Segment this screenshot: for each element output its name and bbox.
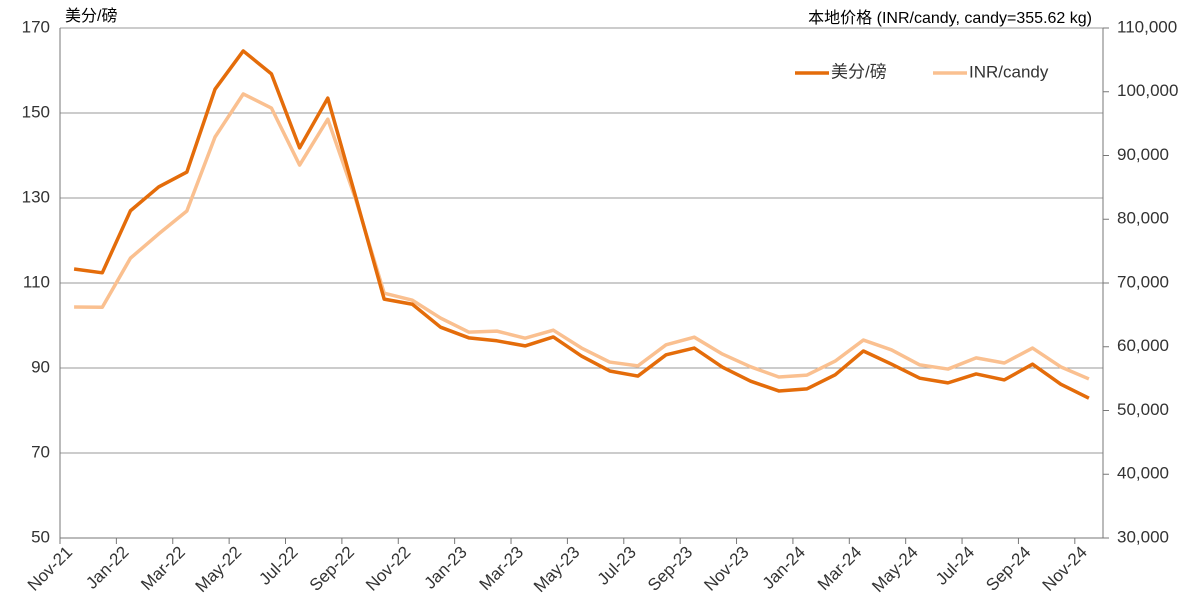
x-tick-label: Mar-23	[476, 543, 528, 595]
y-tick-label: 130	[22, 187, 50, 206]
x-tick-label: May-24	[868, 543, 922, 597]
y-tick-label: 70	[31, 442, 50, 461]
x-tick-label: May-22	[192, 543, 246, 597]
x-tick-label: Sep-22	[306, 543, 358, 595]
y-axis-label: 美分/磅	[65, 7, 117, 25]
x-tick-label: Mar-22	[137, 543, 189, 595]
x-tick-label: Jan-22	[82, 543, 132, 593]
y-tick-label: 90	[31, 357, 50, 376]
legend-label: INR/candy	[969, 62, 1049, 81]
x-tick-label: Nov-21	[24, 543, 76, 595]
y2-axis-label: 本地价格 (INR/candy, candy=355.62 kg)	[808, 9, 1092, 27]
y2-tick-label: 90,000	[1117, 145, 1169, 164]
x-tick-label: Nov-23	[700, 543, 752, 595]
series-line	[74, 92, 1090, 381]
y-tick-label: 110	[23, 272, 50, 291]
x-tick-label: Sep-23	[644, 543, 696, 595]
y2-tick-label: 100,000	[1117, 81, 1178, 100]
y2-tick-label: 80,000	[1117, 209, 1169, 228]
y-tick-label: 150	[22, 102, 50, 121]
y2-tick-label: 60,000	[1117, 336, 1169, 355]
y2-tick-label: 70,000	[1117, 272, 1169, 291]
y2-tick-label: 40,000	[1117, 464, 1169, 483]
y2-tick-label: 30,000	[1117, 527, 1169, 546]
x-tick-label: Nov-24	[1039, 543, 1091, 595]
y2-tick-label: 110,000	[1117, 17, 1177, 36]
y2-tick-label: 50,000	[1117, 400, 1169, 419]
x-tick-label: Jul-22	[255, 543, 301, 589]
x-tick-label: Nov-22	[362, 543, 414, 595]
x-tick-label: Jan-24	[759, 543, 809, 593]
x-tick-label: Jul-23	[594, 543, 640, 589]
y-tick-label: 170	[22, 17, 50, 36]
x-tick-label: May-23	[530, 543, 584, 597]
legend-label: 美分/磅	[831, 62, 887, 81]
y-tick-label: 50	[31, 527, 50, 546]
x-tick-label: Jul-24	[932, 543, 978, 589]
x-tick-label: Jan-23	[421, 543, 471, 593]
x-tick-label: Sep-24	[982, 543, 1034, 595]
series-line	[73, 49, 1090, 400]
x-tick-label: Mar-24	[814, 543, 866, 595]
